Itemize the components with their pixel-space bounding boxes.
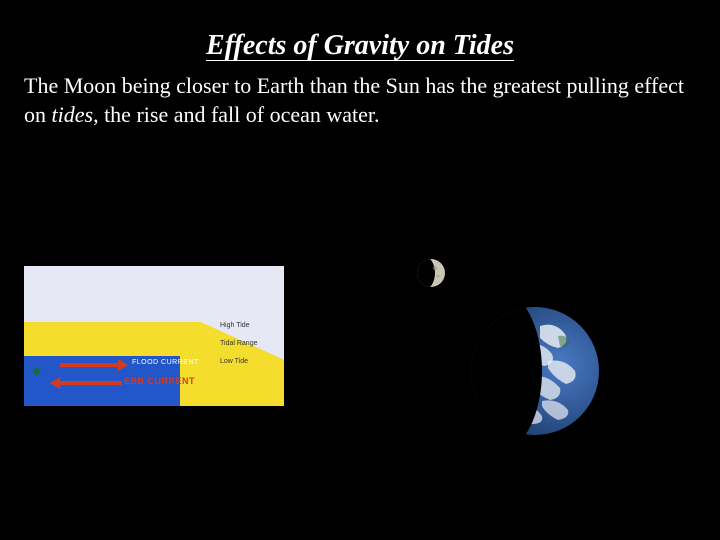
ebb-arrow-icon: [52, 378, 122, 388]
body-italic: tides: [52, 102, 94, 127]
ebb-current-label: EBB CURRENT: [124, 376, 195, 386]
plant-icon: ✶: [30, 362, 43, 382]
slide-container: Effects of Gravity on Tides The Moon bei…: [0, 0, 720, 540]
high-tide-label: High Tide: [220, 322, 250, 329]
low-tide-label: Low Tide: [220, 358, 248, 365]
slide-title: Effects of Gravity on Tides: [24, 30, 696, 62]
moon-icon: [416, 258, 446, 288]
flood-arrow-icon: [52, 360, 122, 370]
slide-body: The Moon being closer to Earth than the …: [24, 72, 696, 129]
tide-diagram: ✶ FLOOD CURRENT EBB CURRENT High Tide Ti…: [24, 266, 284, 406]
flood-current-label: FLOOD CURRENT: [132, 359, 199, 366]
tidal-range-label: Tidal Range: [220, 340, 258, 347]
body-post: , the rise and fall of ocean water.: [93, 102, 379, 127]
earth-icon: [470, 306, 600, 436]
